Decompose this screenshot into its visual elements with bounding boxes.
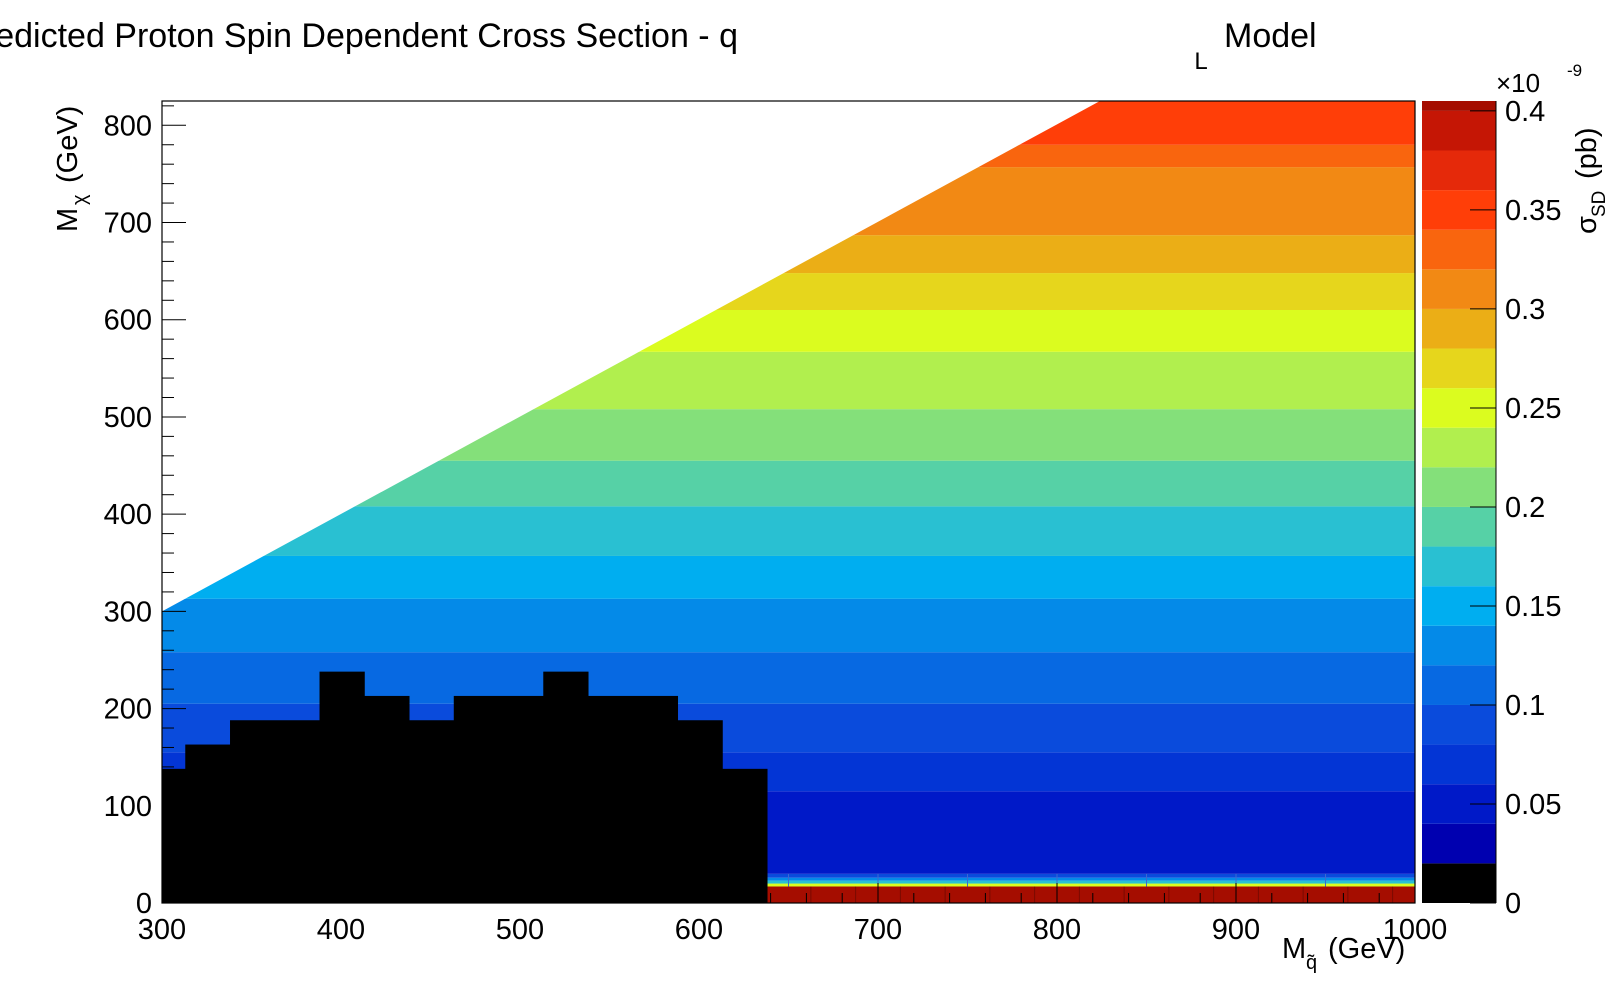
colorbar-segment bbox=[1422, 467, 1496, 507]
heatmap-band bbox=[162, 144, 1415, 168]
heatmap-band bbox=[162, 273, 1415, 311]
z-axis-label-unit: (pb) bbox=[1571, 127, 1603, 179]
z-tick-label: 0.05 bbox=[1505, 789, 1561, 821]
y-tick-label: 600 bbox=[104, 305, 152, 337]
y-tick-label: 800 bbox=[104, 110, 152, 142]
y-axis-label-sub: χ bbox=[69, 194, 91, 205]
z-exponent-label: ×10 bbox=[1496, 68, 1540, 98]
heatmap-band bbox=[162, 460, 1415, 507]
colorbar-segment bbox=[1422, 704, 1496, 745]
excluded-bin bbox=[185, 744, 231, 903]
x-axis-label-unit: (GeV) bbox=[1328, 933, 1405, 965]
colorbar-segment bbox=[1422, 427, 1496, 468]
z-exponent: -9 bbox=[1567, 61, 1582, 80]
z-axis-label: σ bbox=[1571, 216, 1603, 234]
y-tick-label: 200 bbox=[104, 694, 152, 726]
excluded-bin bbox=[364, 695, 410, 903]
heatmap-band bbox=[162, 598, 1415, 653]
z-tick-label: 0.25 bbox=[1505, 393, 1561, 425]
heatmap-band bbox=[162, 555, 1415, 599]
y-tick-label: 700 bbox=[104, 208, 152, 240]
heatmap-band bbox=[162, 652, 1415, 704]
y-tick-label: 400 bbox=[104, 499, 152, 531]
colorbar-segment bbox=[1422, 308, 1496, 349]
x-tick-label: 900 bbox=[1212, 914, 1260, 946]
plot-frame bbox=[161, 100, 1416, 904]
heatmap-band bbox=[162, 409, 1415, 461]
x-tick-label: 400 bbox=[317, 914, 365, 946]
heatmap-band bbox=[162, 101, 1415, 145]
x-tick-label: 800 bbox=[1033, 914, 1081, 946]
excluded-bin bbox=[588, 695, 679, 903]
colorbar-segment bbox=[1422, 269, 1496, 309]
colorbar-segment bbox=[1422, 744, 1496, 785]
y-axis-label-unit: (GeV) bbox=[52, 106, 84, 183]
x-tick-label: 300 bbox=[138, 914, 186, 946]
y-tick-label: 100 bbox=[104, 791, 152, 823]
colorbar-segment bbox=[1422, 150, 1496, 191]
colorbar-segment bbox=[1422, 229, 1496, 270]
colorbar-segment bbox=[1422, 863, 1496, 903]
x-tick-label: 700 bbox=[854, 914, 902, 946]
z-tick-label: 0.3 bbox=[1505, 294, 1545, 326]
y-tick-label: 0 bbox=[136, 888, 152, 920]
y-axis-label: M bbox=[52, 208, 84, 232]
x-axis-label: M bbox=[1282, 933, 1306, 965]
chart-title: Predicted Proton Spin Dependent Cross Se… bbox=[0, 17, 738, 55]
excluded-bin bbox=[543, 671, 589, 903]
colorbar-segment bbox=[1422, 348, 1496, 389]
colorbar-segment bbox=[1422, 546, 1496, 587]
colorbar-segment bbox=[1422, 506, 1496, 547]
x-tick-label: 1000 bbox=[1383, 914, 1448, 946]
plot-area bbox=[162, 101, 1415, 903]
excluded-bin bbox=[677, 720, 723, 903]
heatmap-band bbox=[162, 310, 1415, 352]
heatmap-band bbox=[162, 506, 1415, 556]
excluded-bin bbox=[230, 720, 321, 903]
x-tick-label: 500 bbox=[496, 914, 544, 946]
x-axis-label-sub: q̃ bbox=[1306, 952, 1317, 974]
z-tick-label: 0.15 bbox=[1505, 591, 1561, 623]
x-tick-label: 600 bbox=[675, 914, 723, 946]
excluded-bin bbox=[162, 768, 186, 903]
colorbar-segment bbox=[1422, 823, 1496, 864]
excluded-bin bbox=[453, 695, 544, 903]
axes: 300 400 500 600 700 800 900 1000 0 100 200 300 400 50… bbox=[104, 100, 1448, 946]
z-tick-label: 0.4 bbox=[1505, 96, 1545, 128]
chart-title-subscript: L bbox=[1194, 48, 1207, 75]
chart-title-suffix: Model bbox=[1224, 17, 1317, 55]
z-tick-label: 0.1 bbox=[1505, 690, 1545, 722]
y-tick-label: 300 bbox=[104, 596, 152, 628]
heatmap-band bbox=[162, 235, 1415, 274]
y-tick-label: 500 bbox=[104, 402, 152, 434]
z-tick-label: 0 bbox=[1505, 888, 1521, 920]
excluded-bin bbox=[409, 720, 455, 903]
colorbar-segment bbox=[1422, 110, 1496, 151]
excluded-bin bbox=[319, 671, 365, 903]
z-tick-label: 0.2 bbox=[1505, 492, 1545, 524]
excluded-bin bbox=[722, 768, 768, 903]
colorbar: 0 0.05 0.1 0.15 0.2 0.25 0.3 0.35 0.4 bbox=[1422, 96, 1561, 920]
excluded-region bbox=[162, 671, 768, 903]
colorbar-segment bbox=[1422, 625, 1496, 666]
z-tick-label: 0.35 bbox=[1505, 195, 1561, 227]
heatmap-band bbox=[162, 167, 1415, 236]
colorbar-segment bbox=[1422, 101, 1496, 111]
colorbar-segment bbox=[1422, 665, 1496, 705]
heatmap-band bbox=[162, 351, 1415, 410]
z-axis-label-sub: SD bbox=[1589, 191, 1610, 217]
